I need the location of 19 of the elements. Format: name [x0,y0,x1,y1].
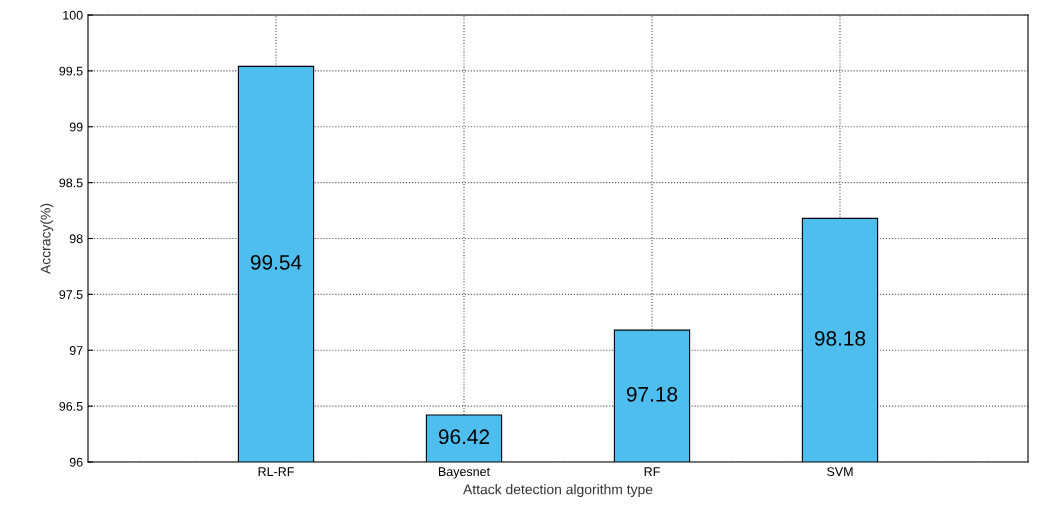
x-tick-label: SVM [827,467,853,477]
x-tick-label: RL-RF [258,467,294,476]
x-tick-label: Bayesnet [438,467,490,479]
data-label: 96.42 [438,429,490,445]
y-tick-label: 97 [69,346,83,355]
y-axis-title: Accracy(%) [40,203,54,274]
x-axis-title: Attack detection algorithm type [463,484,653,498]
y-tick-label: 100 [63,10,83,20]
x-tick-label: RF [644,467,660,476]
y-tick-label: 99.5 [59,66,83,76]
y-tick-label: 96 [69,457,83,467]
data-label: 98.18 [814,331,866,346]
y-tick-label: 98 [69,234,83,244]
data-label: 97.18 [626,386,678,402]
y-tick-label: 99 [69,122,83,132]
y-tick-label: 98.5 [59,178,83,188]
y-tick-label: 97.5 [59,290,83,300]
y-tick-label: 96.5 [59,401,83,411]
data-label: 99.54 [250,255,302,270]
